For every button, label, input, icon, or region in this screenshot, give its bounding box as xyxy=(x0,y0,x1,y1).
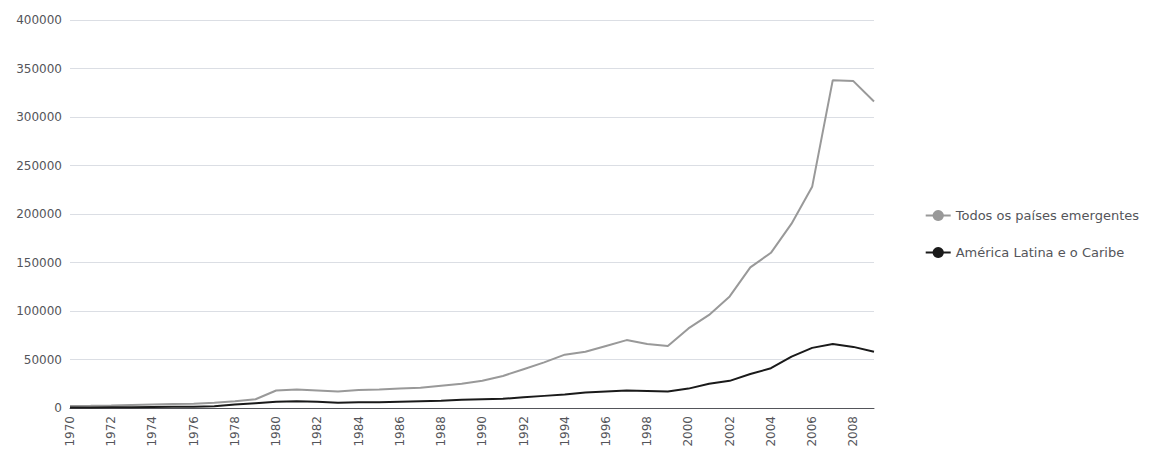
svg-text:1974: 1974 xyxy=(145,416,159,447)
svg-text:2006: 2006 xyxy=(805,416,819,447)
svg-text:1982: 1982 xyxy=(310,416,324,447)
svg-text:2002: 2002 xyxy=(723,416,737,447)
svg-text:Todos os países emergentes: Todos os países emergentes xyxy=(955,208,1140,223)
svg-text:1984: 1984 xyxy=(352,416,366,447)
svg-text:300000: 300000 xyxy=(16,110,62,124)
svg-text:1998: 1998 xyxy=(640,416,654,447)
svg-text:2004: 2004 xyxy=(764,416,778,447)
svg-text:1986: 1986 xyxy=(393,416,407,447)
svg-text:100000: 100000 xyxy=(16,304,62,318)
svg-text:400000: 400000 xyxy=(16,13,62,27)
svg-text:1990: 1990 xyxy=(475,416,489,447)
svg-text:2008: 2008 xyxy=(846,416,860,447)
svg-text:200000: 200000 xyxy=(16,207,62,221)
svg-text:1976: 1976 xyxy=(187,416,201,447)
svg-text:50000: 50000 xyxy=(24,353,62,367)
svg-text:0: 0 xyxy=(54,401,62,415)
svg-text:1978: 1978 xyxy=(228,416,242,447)
svg-text:1970: 1970 xyxy=(63,416,77,447)
svg-text:150000: 150000 xyxy=(16,256,62,270)
svg-text:1994: 1994 xyxy=(558,416,572,447)
svg-text:América Latina e o Caribe: América Latina e o Caribe xyxy=(956,245,1124,260)
svg-text:1988: 1988 xyxy=(434,416,448,447)
svg-text:250000: 250000 xyxy=(16,159,62,173)
svg-text:1996: 1996 xyxy=(599,416,613,447)
svg-text:1992: 1992 xyxy=(517,416,531,447)
svg-text:2000: 2000 xyxy=(681,416,695,447)
svg-text:1980: 1980 xyxy=(269,416,283,447)
svg-text:350000: 350000 xyxy=(16,62,62,76)
svg-text:1972: 1972 xyxy=(104,416,118,447)
